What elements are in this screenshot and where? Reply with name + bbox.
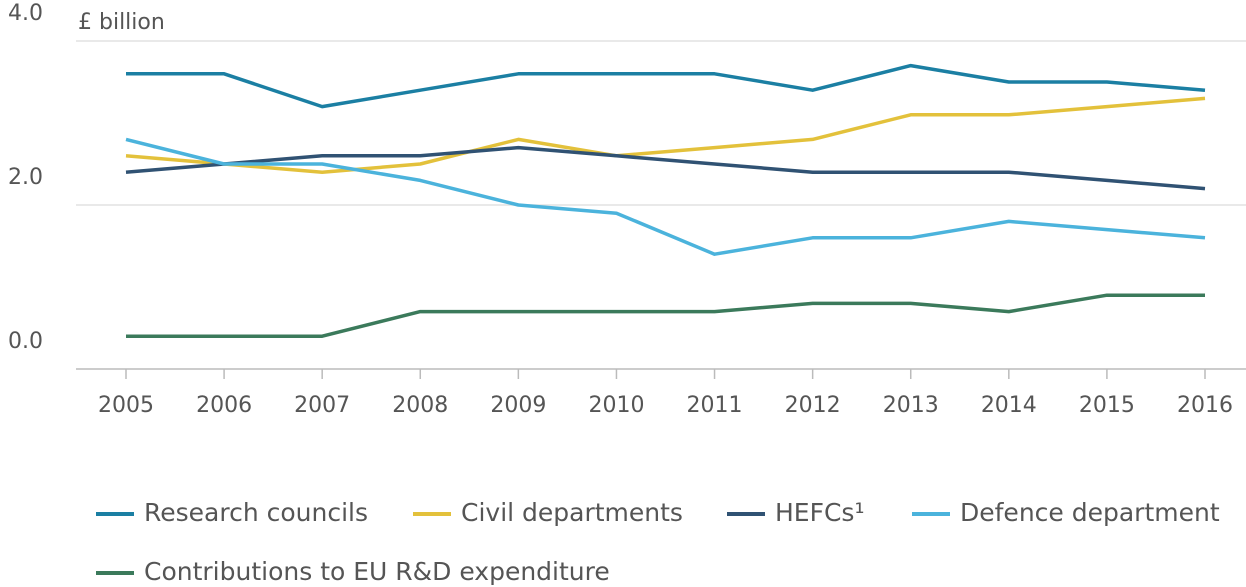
x-tick-label: 2011: [687, 393, 743, 418]
legend-label: Contributions to EU R&D expenditure: [144, 557, 610, 586]
legend-label: Research councils: [144, 498, 368, 527]
y-tick-label: 4.0: [8, 1, 43, 26]
series-line: [125, 145, 1206, 191]
y-axis-label: £ billion: [78, 10, 165, 35]
series-line: [125, 96, 1206, 174]
x-tick-label: 2013: [883, 393, 939, 418]
x-tick-label: 2010: [588, 393, 644, 418]
series-line: [126, 63, 1206, 109]
legend-label: Defence department: [960, 498, 1220, 527]
x-tick-label: 2007: [294, 393, 350, 418]
x-tick-label: 2009: [490, 393, 546, 418]
series-line: [126, 293, 1205, 338]
x-tick-label: 2005: [98, 393, 154, 418]
series-line: [125, 137, 1206, 256]
x-tick-label: 2016: [1177, 393, 1233, 418]
x-tick-label: 2008: [392, 393, 448, 418]
x-tick-label: 2015: [1079, 393, 1135, 418]
legend-label: HEFCs¹: [775, 498, 864, 527]
y-tick-label: 2.0: [8, 165, 43, 190]
x-tick-label: 2006: [196, 393, 252, 418]
legend-label: Civil departments: [461, 498, 683, 527]
x-tick-label: 2012: [785, 393, 841, 418]
y-tick-label: 0.0: [8, 329, 43, 354]
x-tick-label: 2014: [981, 393, 1037, 418]
